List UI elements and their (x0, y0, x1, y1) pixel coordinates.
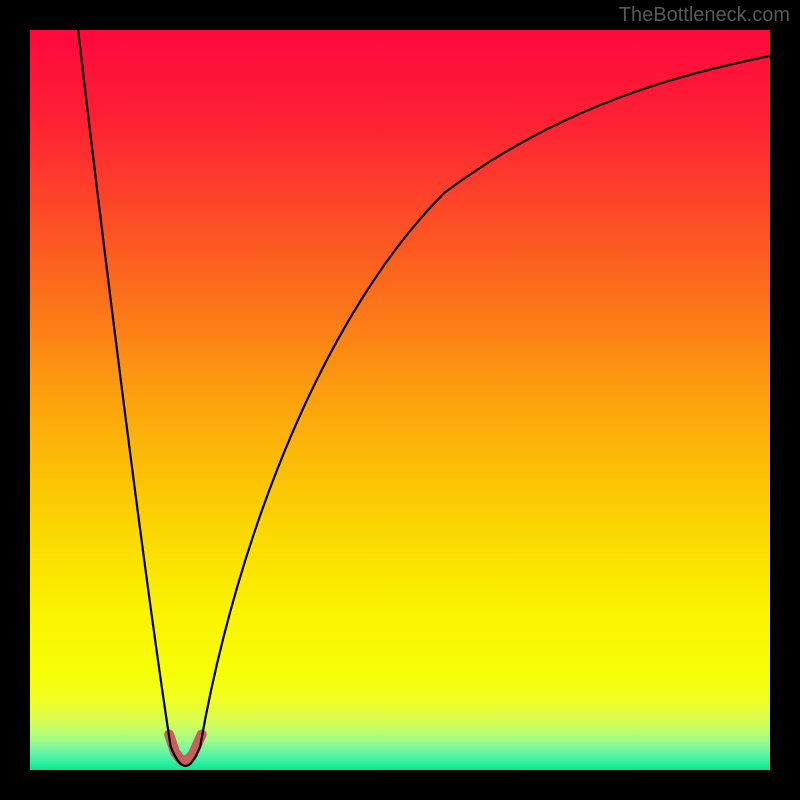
chart-stage: TheBottleneck.com (0, 0, 800, 800)
watermark-text: TheBottleneck.com (619, 4, 790, 27)
plot-background (30, 30, 770, 770)
bottleneck-curve-plot (30, 30, 770, 770)
